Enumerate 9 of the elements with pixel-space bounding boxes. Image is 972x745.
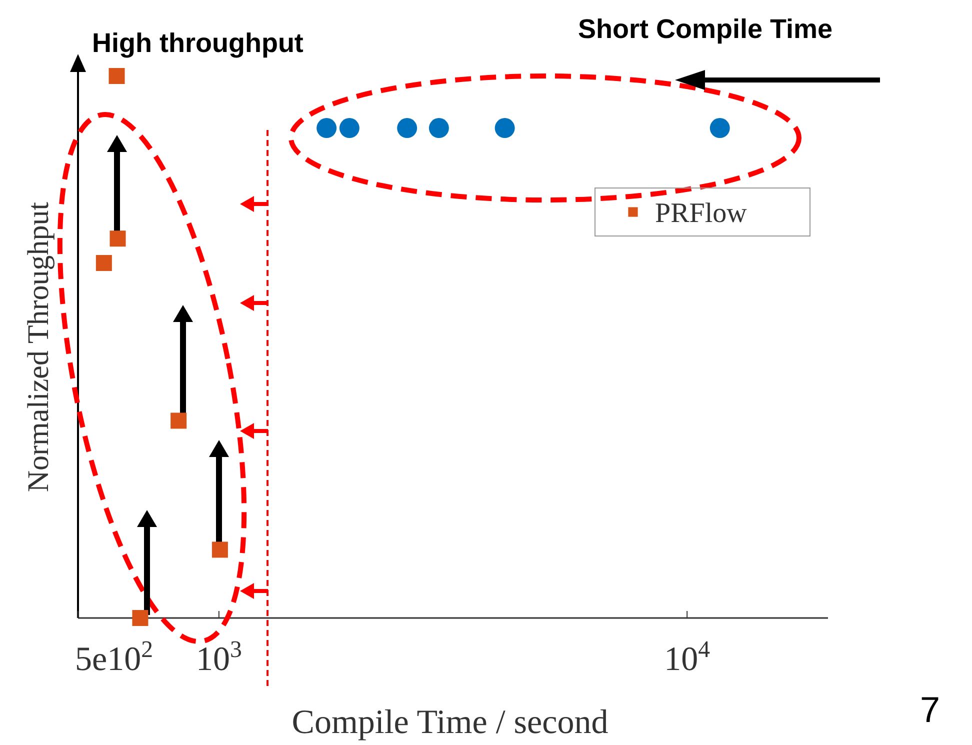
- text: High throughput: [92, 28, 304, 58]
- text: 7: [920, 689, 940, 730]
- x-tick-label: 5e10$^{2}$: [75, 637, 153, 678]
- text: Short Compile Time: [578, 14, 833, 44]
- x-tick-label: 10$^{3}$: [196, 637, 242, 678]
- y-axis-title: Normalized Throughput: [22, 201, 55, 492]
- x-axis-title: Compile Time / second: [292, 704, 608, 741]
- legend-label: PRFlow: [655, 198, 748, 229]
- x-tick-label: 10$^{4}$: [664, 637, 710, 678]
